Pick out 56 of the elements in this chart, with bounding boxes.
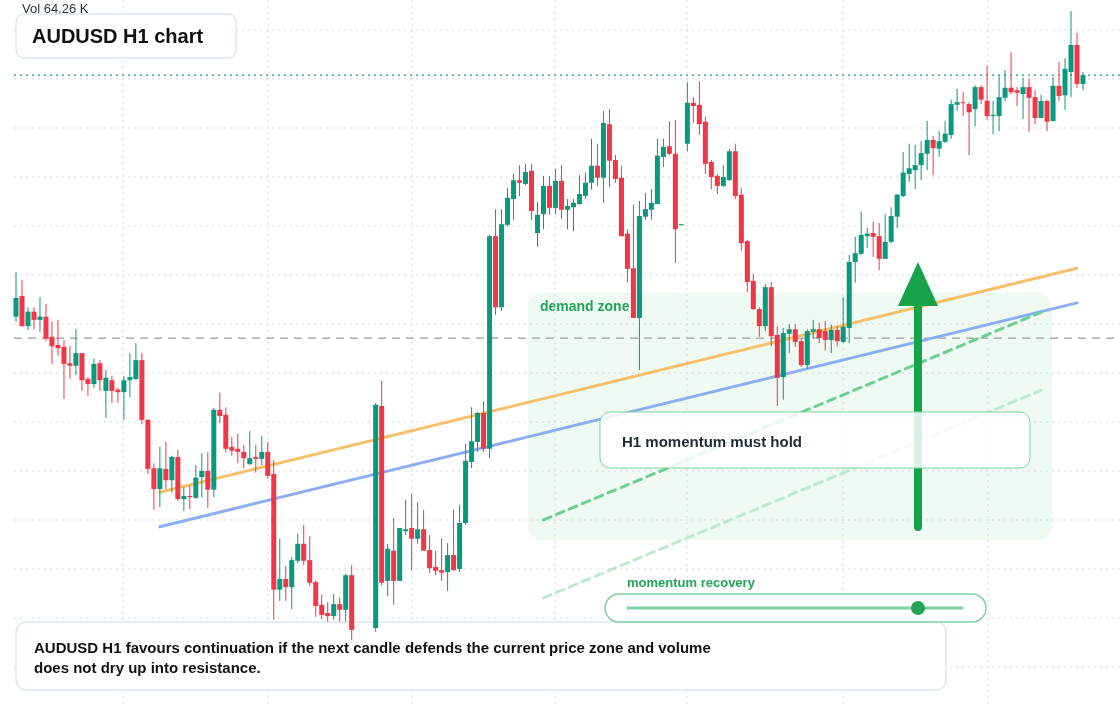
- candlestick: [1038, 94, 1044, 119]
- annotation: H1 momentum must hold: [622, 433, 803, 450]
- candlestick: [930, 135, 936, 176]
- candlestick: [163, 441, 169, 490]
- candlestick: [409, 493, 415, 571]
- candlestick: [199, 452, 205, 498]
- candlestick: [97, 359, 103, 392]
- candlestick: [1044, 99, 1050, 132]
- candlestick: [277, 538, 283, 602]
- candlestick: [25, 306, 31, 331]
- candlestick: [882, 213, 888, 260]
- candlestick: [972, 84, 978, 127]
- candlestick: [73, 328, 79, 376]
- candlestick: [834, 325, 840, 347]
- candlestick: [415, 501, 421, 545]
- candlestick: [331, 593, 337, 621]
- candlestick: [517, 164, 523, 197]
- candlestick: [594, 143, 600, 187]
- candlestick: [121, 375, 127, 421]
- candlestick: [523, 163, 529, 186]
- candlestick: [535, 201, 541, 248]
- candlestick: [756, 306, 762, 338]
- candlestick: [205, 451, 211, 509]
- candlestick: [157, 446, 163, 508]
- candlestick: [241, 444, 247, 469]
- candlestick: [253, 444, 259, 474]
- annotation: AUDUSD H1 favours continuation if the next candle defends the current price zone and volume does not dry up into resistance.: [34, 639, 711, 676]
- candlestick: [283, 565, 289, 602]
- candlestick: [960, 91, 966, 117]
- candlestick: [1020, 77, 1026, 120]
- annotation: Vol 64.26 K: [22, 1, 89, 16]
- candlestick: [547, 175, 552, 216]
- candlestick: [978, 84, 984, 105]
- candlestick: [169, 455, 175, 494]
- candlestick: [31, 306, 37, 330]
- candlestick: [588, 138, 594, 191]
- candlestick: [828, 324, 834, 354]
- annotation: momentum recovery: [627, 575, 756, 590]
- candlestick: [1080, 71, 1086, 91]
- candlestick: [103, 369, 109, 419]
- candlestick: [666, 120, 672, 156]
- candlestick: [193, 464, 199, 500]
- candlestick: [1056, 61, 1062, 102]
- candlestick: [13, 271, 19, 323]
- candlestick: [445, 542, 451, 592]
- text: AUDUSD H1 chart: [32, 25, 204, 47]
- candlestick: [451, 509, 457, 572]
- candlestick: [37, 296, 43, 333]
- band-label: demand zone: [540, 297, 630, 314]
- candlestick: [337, 597, 343, 623]
- candlestick: [259, 435, 265, 466]
- candlestick: [247, 430, 253, 466]
- candlestick: [984, 65, 990, 121]
- candlestick: [181, 486, 187, 512]
- candlestick: [91, 358, 97, 389]
- candlestick: [966, 101, 972, 156]
